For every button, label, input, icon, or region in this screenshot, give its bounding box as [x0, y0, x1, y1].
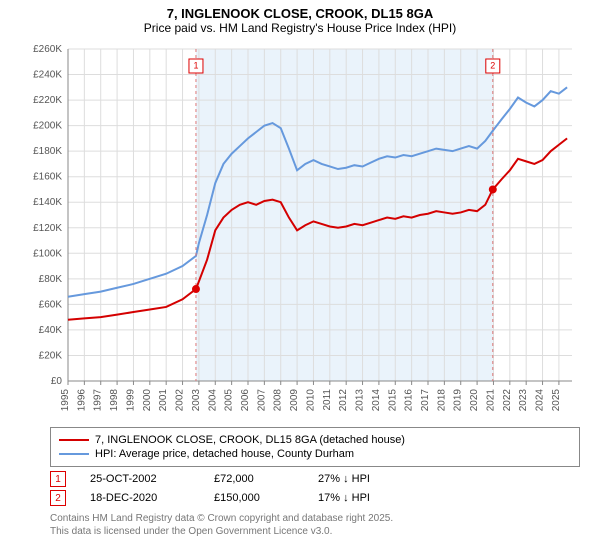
svg-text:£40K: £40K [39, 325, 63, 336]
svg-text:2018: 2018 [436, 389, 447, 412]
svg-text:2024: 2024 [535, 389, 546, 412]
legend-item: 7, INGLENOOK CLOSE, CROOK, DL15 8GA (det… [59, 434, 571, 446]
svg-text:2000: 2000 [142, 389, 153, 412]
svg-text:£120K: £120K [33, 223, 62, 234]
svg-text:£20K: £20K [39, 350, 63, 361]
sales-row: 1 25-OCT-2002 £72,000 27% ↓ HPI [50, 471, 580, 487]
legend-swatch [59, 439, 89, 441]
sale-marker: 2 [50, 490, 66, 506]
svg-text:1996: 1996 [76, 389, 87, 412]
legend-swatch [59, 453, 89, 455]
sale-date: 25-OCT-2002 [90, 473, 190, 485]
chart-svg: £0 £20K £40K £60K £80K £100K £120K £140K £160K £1… [20, 41, 580, 421]
svg-text:2023: 2023 [518, 389, 529, 412]
svg-text:2016: 2016 [404, 389, 415, 412]
svg-text:2007: 2007 [256, 389, 267, 412]
svg-text:2005: 2005 [224, 389, 235, 412]
svg-text:2013: 2013 [355, 389, 366, 412]
svg-text:2015: 2015 [387, 389, 398, 412]
svg-text:1995: 1995 [60, 389, 71, 412]
svg-text:2019: 2019 [453, 389, 464, 412]
sale-diff: 27% ↓ HPI [318, 473, 408, 485]
svg-text:2012: 2012 [338, 389, 349, 412]
svg-text:£140K: £140K [33, 197, 62, 208]
sale-date: 18-DEC-2020 [90, 492, 190, 504]
svg-text:£240K: £240K [33, 70, 62, 81]
footer-line: This data is licensed under the Open Gov… [50, 525, 580, 538]
svg-text:£260K: £260K [33, 44, 62, 55]
svg-text:2004: 2004 [207, 389, 218, 412]
svg-text:1997: 1997 [93, 389, 104, 412]
svg-text:2: 2 [490, 60, 495, 70]
svg-text:2021: 2021 [485, 389, 496, 412]
svg-text:2025: 2025 [551, 389, 562, 412]
svg-text:1: 1 [193, 60, 198, 70]
svg-text:2017: 2017 [420, 389, 431, 412]
svg-text:2008: 2008 [273, 389, 284, 412]
chart-area: £0 £20K £40K £60K £80K £100K £120K £140K £160K £1… [20, 41, 580, 421]
sales-row: 2 18-DEC-2020 £150,000 17% ↓ HPI [50, 490, 580, 506]
svg-text:£180K: £180K [33, 146, 62, 157]
svg-text:2006: 2006 [240, 389, 251, 412]
sale-price: £72,000 [214, 473, 294, 485]
footer-line: Contains HM Land Registry data © Crown c… [50, 512, 580, 525]
svg-text:2020: 2020 [469, 389, 480, 412]
svg-text:1998: 1998 [109, 389, 120, 412]
svg-text:2010: 2010 [305, 389, 316, 412]
svg-text:2022: 2022 [502, 389, 513, 412]
legend-label: HPI: Average price, detached house, Coun… [95, 448, 354, 460]
svg-text:2014: 2014 [371, 389, 382, 412]
svg-text:£0: £0 [51, 376, 63, 387]
svg-text:£80K: £80K [39, 274, 63, 285]
chart-subtitle: Price paid vs. HM Land Registry's House … [0, 21, 600, 41]
svg-text:£100K: £100K [33, 248, 62, 259]
sale-price: £150,000 [214, 492, 294, 504]
svg-text:2011: 2011 [322, 389, 333, 411]
svg-text:2009: 2009 [289, 389, 300, 412]
sale-marker: 1 [50, 471, 66, 487]
svg-text:£60K: £60K [39, 299, 63, 310]
svg-text:£200K: £200K [33, 121, 62, 132]
svg-text:£220K: £220K [33, 95, 62, 106]
svg-text:2001: 2001 [158, 389, 169, 412]
sales-table: 1 25-OCT-2002 £72,000 27% ↓ HPI 2 18-DEC… [50, 471, 580, 506]
legend: 7, INGLENOOK CLOSE, CROOK, DL15 8GA (det… [50, 427, 580, 467]
legend-label: 7, INGLENOOK CLOSE, CROOK, DL15 8GA (det… [95, 434, 405, 446]
svg-text:£160K: £160K [33, 172, 62, 183]
chart-container: 7, INGLENOOK CLOSE, CROOK, DL15 8GA Pric… [0, 0, 600, 560]
sale-diff: 17% ↓ HPI [318, 492, 408, 504]
svg-text:2002: 2002 [175, 389, 186, 412]
chart-title: 7, INGLENOOK CLOSE, CROOK, DL15 8GA [0, 0, 600, 21]
legend-item: HPI: Average price, detached house, Coun… [59, 448, 571, 460]
svg-text:2003: 2003 [191, 389, 202, 412]
svg-text:1999: 1999 [125, 389, 136, 412]
footer: Contains HM Land Registry data © Crown c… [50, 512, 580, 538]
